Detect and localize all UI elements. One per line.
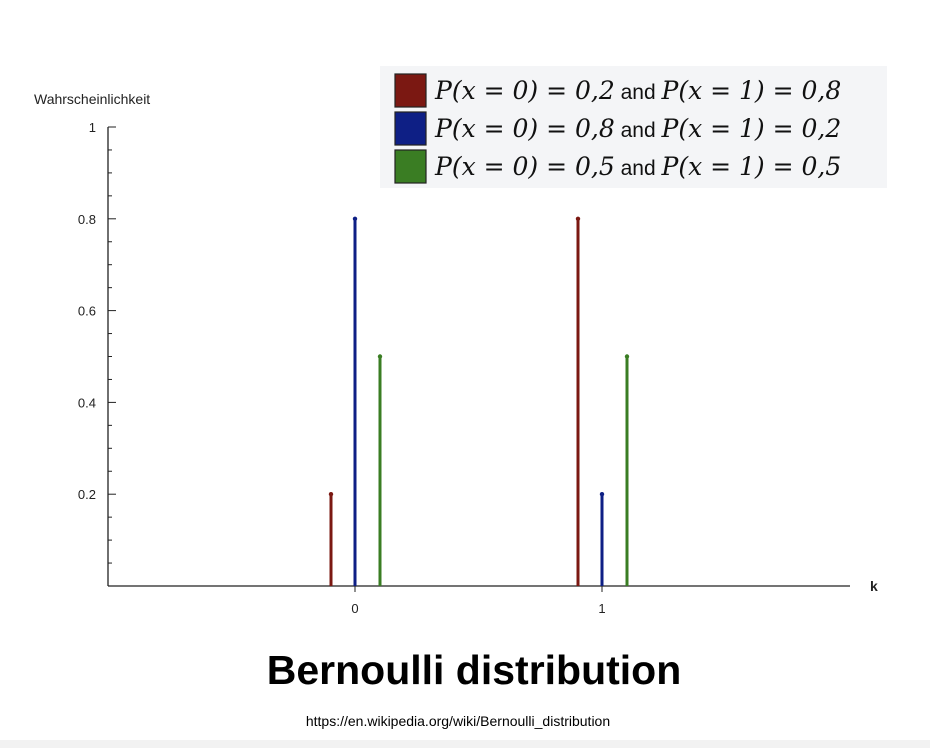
y-tick-label: 0.8 <box>78 212 96 227</box>
y-tick-label: 0.4 <box>78 395 96 410</box>
page-title: Bernoulli distribution <box>267 647 682 693</box>
legend-swatch <box>394 73 427 108</box>
y-tick-label: 1 <box>89 120 96 135</box>
stem-point <box>624 354 630 359</box>
x-axis-label: k <box>870 578 878 594</box>
y-tick-label: 0.2 <box>78 487 96 502</box>
chart-axes: 0.2 0.4 0.6 0.8 1 0 1 <box>78 120 850 616</box>
stem-point <box>599 492 605 497</box>
legend-entry: P(x = 0) = 0,2 and P(x = 1) = 0,8 <box>434 76 841 105</box>
x-tick-label: 0 <box>351 601 358 616</box>
stem-point <box>328 492 334 497</box>
chart-stems <box>328 216 630 586</box>
stem-point <box>377 354 383 359</box>
stem-point <box>575 216 581 221</box>
legend-swatch <box>394 111 427 146</box>
footer-band <box>0 740 930 748</box>
y-tick-label: 0.6 <box>78 304 96 319</box>
chart-legend: P(x = 0) = 0,2 and P(x = 1) = 0,8 P(x = 0… <box>380 66 887 188</box>
x-tick-label: 1 <box>598 601 605 616</box>
legend-entry: P(x = 0) = 0,5 and P(x = 1) = 0,5 <box>434 152 841 181</box>
y-axis-label: Wahrscheinlichkeit <box>34 91 150 107</box>
legend-swatch <box>394 149 427 184</box>
stem-point <box>352 216 358 221</box>
legend-entry: P(x = 0) = 0,8 and P(x = 1) = 0,2 <box>434 114 841 143</box>
legend-background <box>380 66 887 188</box>
source-url: https://en.wikipedia.org/wiki/Bernoulli_… <box>306 713 610 729</box>
